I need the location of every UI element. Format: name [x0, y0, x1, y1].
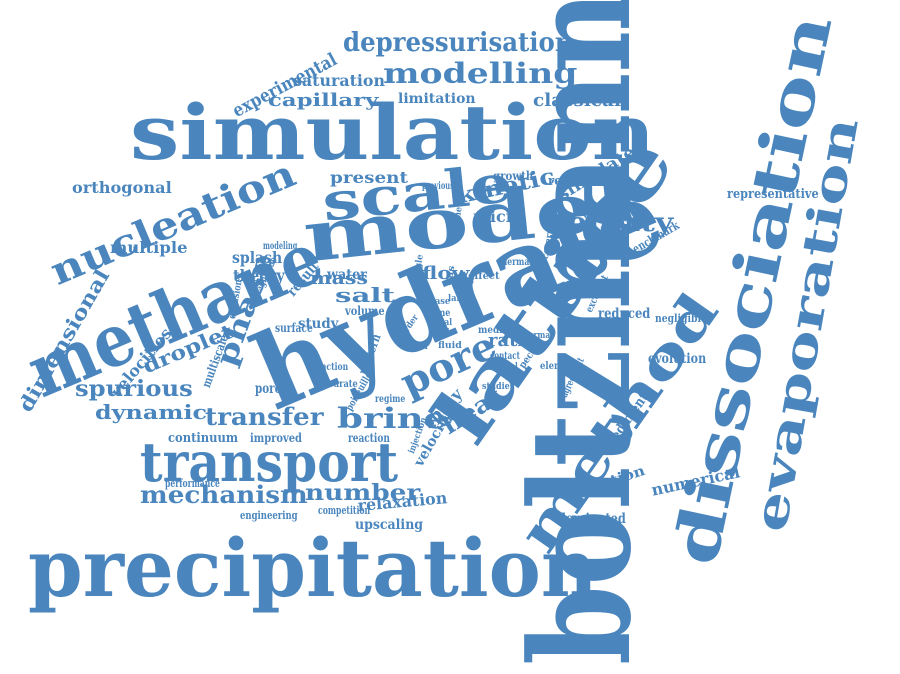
word-orthogonal: orthogonal — [72, 178, 172, 197]
word-fluid: fluid — [438, 341, 462, 351]
word-competition: competition — [318, 504, 371, 517]
word-present: present — [330, 168, 409, 187]
word-error: error — [405, 342, 429, 352]
word-large: large — [448, 294, 473, 304]
word-precipitation: precipitation — [28, 521, 598, 615]
word-porous: porous — [255, 381, 295, 397]
word-spurious: spurious — [75, 376, 193, 402]
word-simulation: simulation — [130, 88, 656, 177]
word-classical: classical — [533, 90, 622, 111]
word-work: work — [432, 328, 452, 338]
word-improved: improved — [250, 431, 302, 445]
word-case: case — [430, 297, 451, 307]
word-splash: splash — [232, 248, 283, 267]
word-previous: previous — [422, 181, 454, 192]
word-performance: performance — [165, 477, 220, 490]
word-time: time — [430, 308, 451, 319]
word-multiple: multiple — [110, 238, 188, 257]
word-element: element — [540, 361, 579, 372]
word-accuracy: accuracy — [572, 239, 608, 250]
word-negligible: negligible — [655, 312, 707, 325]
word-relaxation: relaxation — [356, 488, 448, 515]
word-effect: effect — [468, 271, 500, 282]
word-mechanism: mechanism — [140, 480, 308, 509]
word-continuum: continuum — [168, 431, 239, 446]
word-contact: contact — [490, 351, 520, 362]
word-growth: growth — [493, 169, 534, 183]
word-media: media — [478, 325, 509, 336]
word-reynold: reynold — [548, 174, 598, 189]
word-transport: transport — [140, 430, 399, 494]
word-depressurisation: depressurisation — [343, 28, 573, 58]
word-capillary: capillary — [268, 90, 379, 111]
word-saturation: saturation — [293, 71, 385, 90]
word-number: number — [305, 480, 421, 506]
word-studies: studies — [482, 382, 515, 392]
word-thermal: thermal — [498, 257, 533, 268]
word-limitation: limitation — [398, 91, 476, 107]
word-local: local — [432, 318, 453, 328]
word-engineering: engineering — [240, 509, 298, 522]
word-flow: flow — [422, 263, 470, 284]
word-accurate: accurate — [318, 379, 358, 390]
word-water: water — [327, 267, 367, 283]
word-upscaling: upscaling — [355, 517, 424, 533]
word-normal: normal — [523, 331, 554, 341]
word-salt: salt — [335, 283, 396, 307]
word-reduced: reduced — [598, 306, 651, 322]
word-density: density — [545, 208, 674, 238]
word-brine: brine — [337, 402, 448, 435]
word-study: study — [298, 316, 339, 332]
word-function: function — [312, 362, 349, 373]
word-theory: theory — [233, 266, 285, 285]
word-modeling: modeling — [263, 241, 298, 252]
word-representative: representative — [727, 187, 819, 202]
word-dynamic: dynamic — [95, 400, 208, 424]
word-volume: volume — [345, 304, 385, 318]
word-regime: regime — [375, 394, 406, 405]
word-transfer: transfer — [205, 402, 324, 431]
word-dominated: dominated — [558, 511, 626, 527]
word-evolution: evolution — [648, 351, 707, 367]
word-reaction: reaction — [348, 431, 390, 445]
word-ratio: ratio — [488, 330, 537, 351]
word-surface: surface — [275, 321, 313, 335]
word-typical: typical — [490, 362, 518, 372]
word-modelling: modelling — [383, 57, 578, 90]
word-micro: micro — [473, 207, 525, 226]
word-mass: mass — [310, 268, 368, 289]
